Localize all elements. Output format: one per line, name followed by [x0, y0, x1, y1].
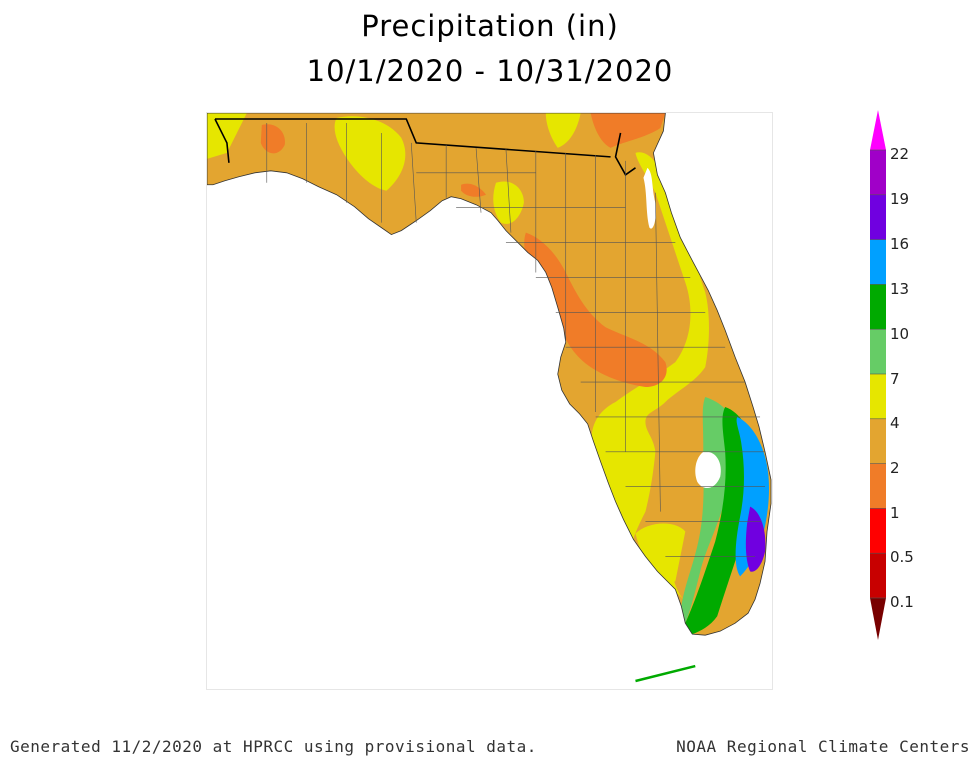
legend-tick: 19	[890, 190, 910, 208]
zone-10-13	[685, 406, 756, 635]
zone-4-7-panhandle	[334, 116, 406, 191]
county-lines	[266, 122, 766, 557]
zone-4-7-east	[591, 152, 709, 602]
zone-4-7-bigbend	[493, 181, 524, 224]
state-boundary-ga-al	[214, 118, 611, 158]
zone-16-19	[745, 506, 766, 572]
legend-swatch-0p1_0.5	[870, 553, 886, 598]
legend-tick: 1	[890, 504, 900, 522]
legend-swatch-0p5_1	[870, 508, 886, 554]
legend-swatch-13_16	[870, 239, 886, 285]
state-boundary-al-west	[214, 118, 230, 163]
lake-okeechobee	[695, 451, 721, 489]
legend-swatch-19_22	[870, 150, 886, 195]
legend-tick: 22	[890, 145, 910, 163]
footer-source: NOAA Regional Climate Centers	[676, 737, 970, 756]
legend-tick: 4	[890, 414, 900, 432]
legend-tick: 10	[890, 325, 910, 343]
florida-precipitation-map	[206, 112, 773, 690]
legend-swatch-1_2	[870, 463, 886, 509]
legend-tick: 2	[890, 459, 900, 477]
map-title: Precipitation (in)	[361, 9, 619, 43]
st-johns-river	[643, 167, 656, 229]
legend-swatch-16_19	[870, 194, 886, 240]
precipitation-legend	[870, 110, 886, 640]
legend-tick: 7	[890, 370, 900, 388]
zone-1-2-northeast	[590, 113, 666, 148]
legend-swatch-above-22	[870, 110, 886, 150]
legend-tick: 0.1	[890, 593, 914, 611]
zone-7-10	[681, 397, 736, 624]
zone-1-2-central	[524, 232, 667, 388]
legend-swatch-below-0p1	[870, 598, 886, 640]
legend-tick: 16	[890, 235, 910, 253]
legend-tick: 13	[890, 280, 910, 298]
florida-keys	[635, 664, 696, 683]
footer-generated-note: Generated 11/2/2020 at HPRCC using provi…	[10, 737, 537, 756]
date-range: 10/1/2020 - 10/31/2020	[306, 54, 674, 88]
legend-swatch-7_10	[870, 329, 886, 374]
legend-swatch-10_13	[870, 284, 886, 330]
zone-4-7-southwest	[635, 523, 686, 582]
legend-swatch-4_7	[870, 374, 886, 419]
legend-tick: 0.5	[890, 548, 914, 566]
legend-swatch-2_4	[870, 418, 886, 464]
zone-4-7-north	[545, 113, 581, 148]
state-boundary-ga-east	[614, 132, 636, 176]
